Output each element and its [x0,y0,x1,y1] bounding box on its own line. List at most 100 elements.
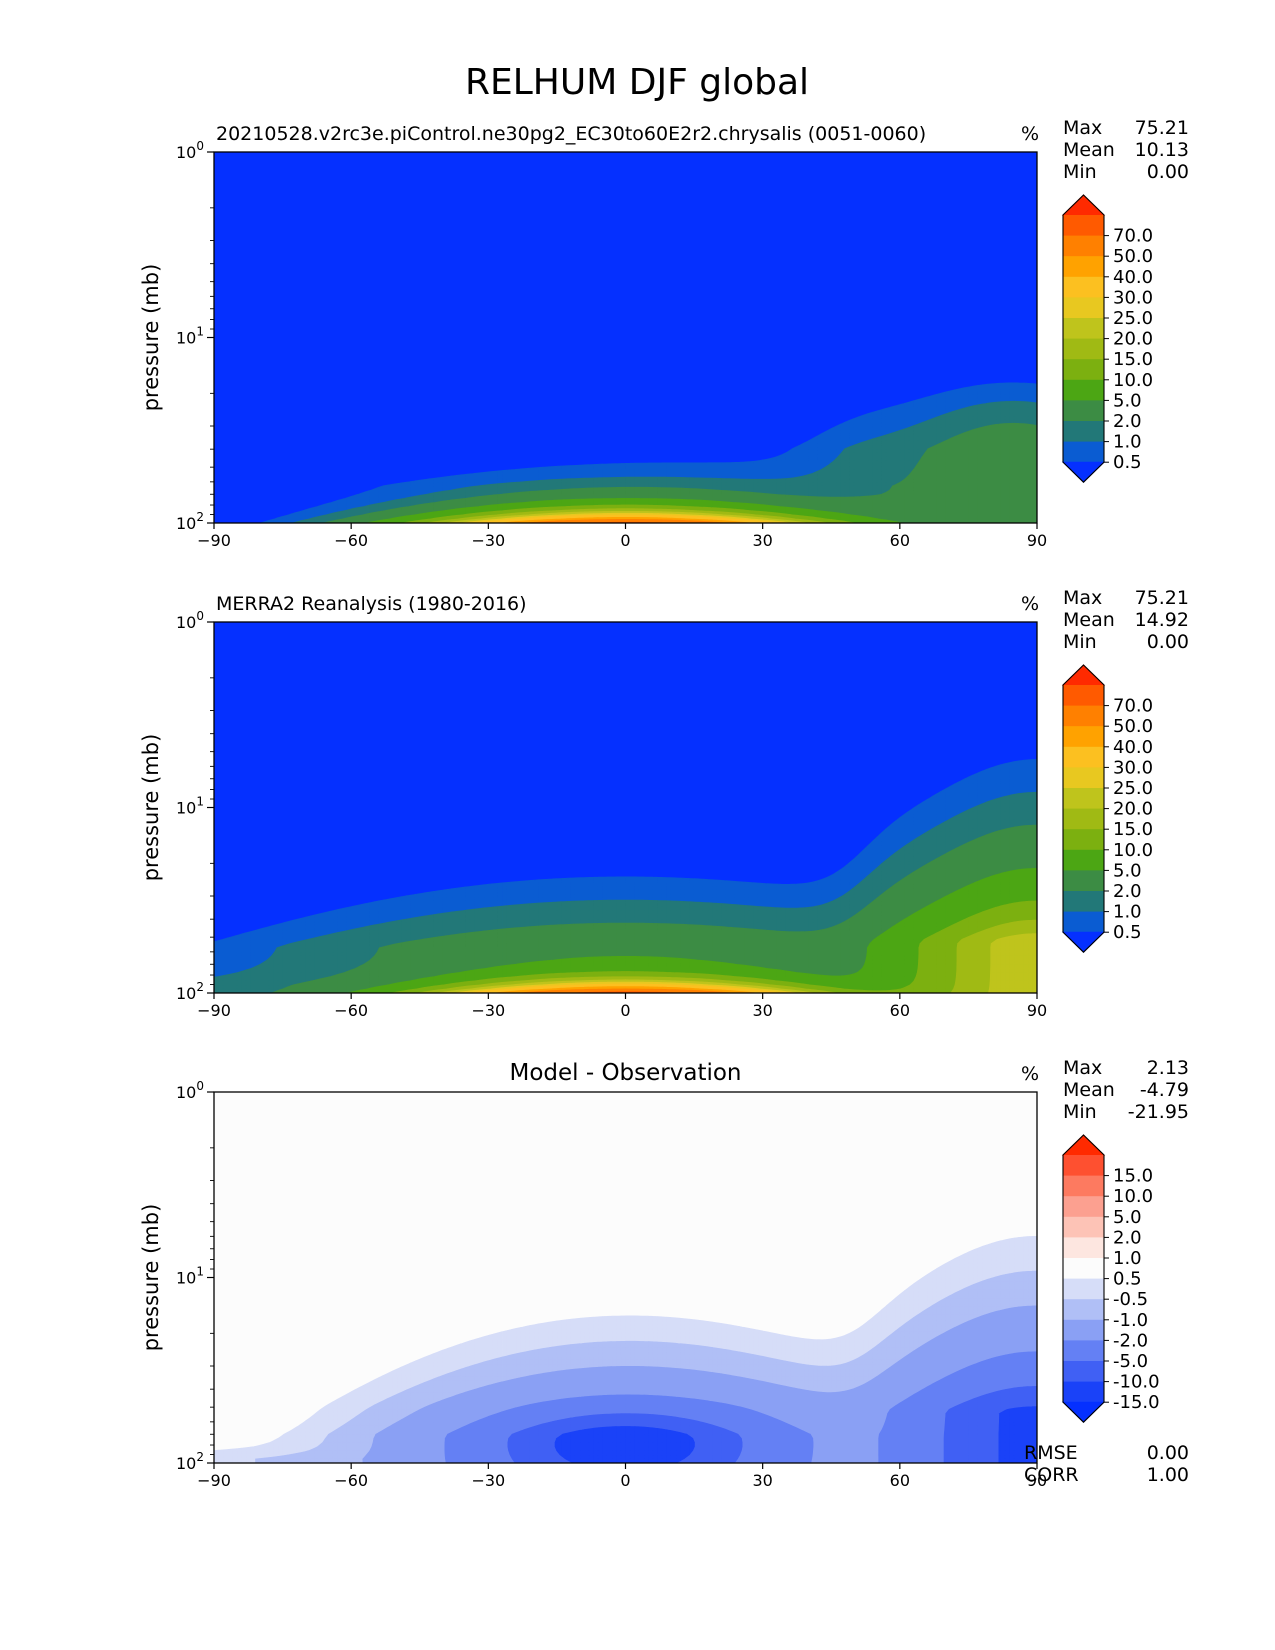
y-axis-label: pressure (mb) [139,264,163,412]
colorbar-label: -5.0 [1113,1351,1148,1372]
colorbar-swatch [1063,1175,1104,1197]
stat-value: 2.13 [1147,1057,1189,1079]
y-tick-label: 102 [176,980,204,1003]
stat-value: 75.21 [1135,587,1189,609]
colorbar-swatch [1063,1381,1104,1403]
colorbar-label: 25.0 [1113,778,1153,799]
colorbar-swatch [1063,1237,1104,1259]
y-tick-label: 101 [176,325,204,348]
stat-label: Min [1063,161,1097,183]
y-tick-label: 101 [176,795,204,818]
x-tick-label: −60 [334,1471,368,1490]
colorbar-label: 20.0 [1113,329,1153,350]
x-tick-label: 0 [620,1471,630,1490]
x-tick-label: 90 [1027,1471,1047,1490]
colorbar-swatch [1063,1319,1104,1341]
colorbar-swatch [1063,379,1104,401]
colorbar-label: 5.0 [1113,860,1142,881]
colorbar-label: -15.0 [1113,1392,1160,1413]
colorbar-label: 20.0 [1113,799,1153,820]
colorbar-label: 30.0 [1113,287,1153,308]
contour-level [554,1406,1037,1463]
stat-label: Mean [1063,1079,1115,1101]
colorbar-swatch [1063,788,1104,810]
colorbar-swatch [1063,256,1104,278]
colorbar-swatch [1063,746,1104,768]
panel-title: 20210528.v2rc3e.piControl.ne30pg2_EC30to… [216,123,926,145]
y-tick-label: 101 [176,1265,204,1288]
y-tick-label: 100 [176,139,204,162]
colorbar-swatch [1063,1299,1104,1321]
x-tick-label: 30 [752,531,772,550]
stat-label: Max [1063,587,1102,609]
colorbar-swatch [1063,1196,1104,1218]
units-label: % [1021,123,1039,145]
colorbar-label: 2.0 [1113,1227,1142,1248]
colorbar-extend-max [1061,664,1106,686]
x-tick-label: −30 [471,1471,505,1490]
colorbar-label: 15.0 [1113,819,1153,840]
stat-label: Min [1063,1101,1097,1123]
colorbar-label: -2.0 [1113,1330,1148,1351]
colorbar-swatch [1063,726,1104,748]
colorbar-label: 10.0 [1113,1186,1153,1207]
colorbar-label: 25.0 [1113,308,1153,329]
colorbar-swatch [1063,441,1104,463]
colorbar-extend-min [1061,931,1106,953]
figure-title: RELHUM DJF global [465,62,809,103]
colorbar-swatch [1063,1340,1104,1362]
colorbar-label: 10.0 [1113,840,1153,861]
stat-value: -21.95 [1128,1101,1189,1123]
y-axis-label: pressure (mb) [139,1204,163,1352]
colorbar-swatch [1063,421,1104,443]
y-tick-label: 102 [176,510,204,533]
x-tick-label: −60 [334,531,368,550]
stat-label: CORR [1024,1464,1079,1486]
panel-difference: −90 −60 −30 0 30 60 90 100 101 102 pressure (mb) Mo… [139,1057,1189,1490]
colorbar-label: 1.0 [1113,902,1142,923]
y-axis-label: pressure (mb) [139,734,163,882]
stat-label: Max [1063,117,1102,139]
colorbar-label: 0.5 [1113,922,1142,943]
colorbar-swatch [1063,911,1104,933]
x-tick-label: −30 [471,1001,505,1020]
x-tick-label: −90 [197,531,231,550]
colorbar-label: 0.5 [1113,452,1142,473]
x-tick-label: −60 [334,1001,368,1020]
contour-fill-group [214,759,1037,993]
stat-label: RMSE [1024,1442,1078,1464]
colorbar-label: 10.0 [1113,370,1153,391]
x-tick-label: 30 [752,1471,772,1490]
colorbar-swatch [1063,1155,1104,1177]
colorbar-swatch [1063,1216,1104,1238]
x-tick-label: 60 [890,1471,910,1490]
colorbar-swatch [1063,1258,1104,1280]
colorbar-label: 2.0 [1113,881,1142,902]
x-tick-label: 0 [620,531,630,550]
colorbar-label: 0.5 [1113,1269,1142,1290]
panel-model: −90 −60 −30 0 30 60 90 100 101 102 pressure (mb) 20… [139,117,1189,550]
colorbar-label: 70.0 [1113,226,1153,247]
colorbar-label: 40.0 [1113,267,1153,288]
stat-value: 0.00 [1147,1442,1189,1464]
units-label: % [1021,593,1039,615]
colorbar-label: 15.0 [1113,349,1153,370]
colorbar-swatch [1063,767,1104,789]
colorbar-label: 5.0 [1113,390,1142,411]
colorbar-label: 70.0 [1113,696,1153,717]
panel-title: MERRA2 Reanalysis (1980-2016) [216,593,527,615]
colorbar-extend-max [1061,1134,1106,1156]
colorbar-label: -10.0 [1113,1372,1160,1393]
x-tick-label: −90 [197,1001,231,1020]
colorbar-label: 1.0 [1113,1248,1142,1269]
stat-value: 75.21 [1135,117,1189,139]
colorbar-swatch [1063,1361,1104,1383]
contour-fill-group [214,1235,1037,1463]
x-tick-label: 60 [890,1001,910,1020]
units-label: % [1021,1063,1039,1085]
x-tick-label: 90 [1027,1001,1047,1020]
contour-fill-group [260,382,1037,523]
colorbar-swatch [1063,276,1104,298]
stat-label: Mean [1063,609,1115,631]
